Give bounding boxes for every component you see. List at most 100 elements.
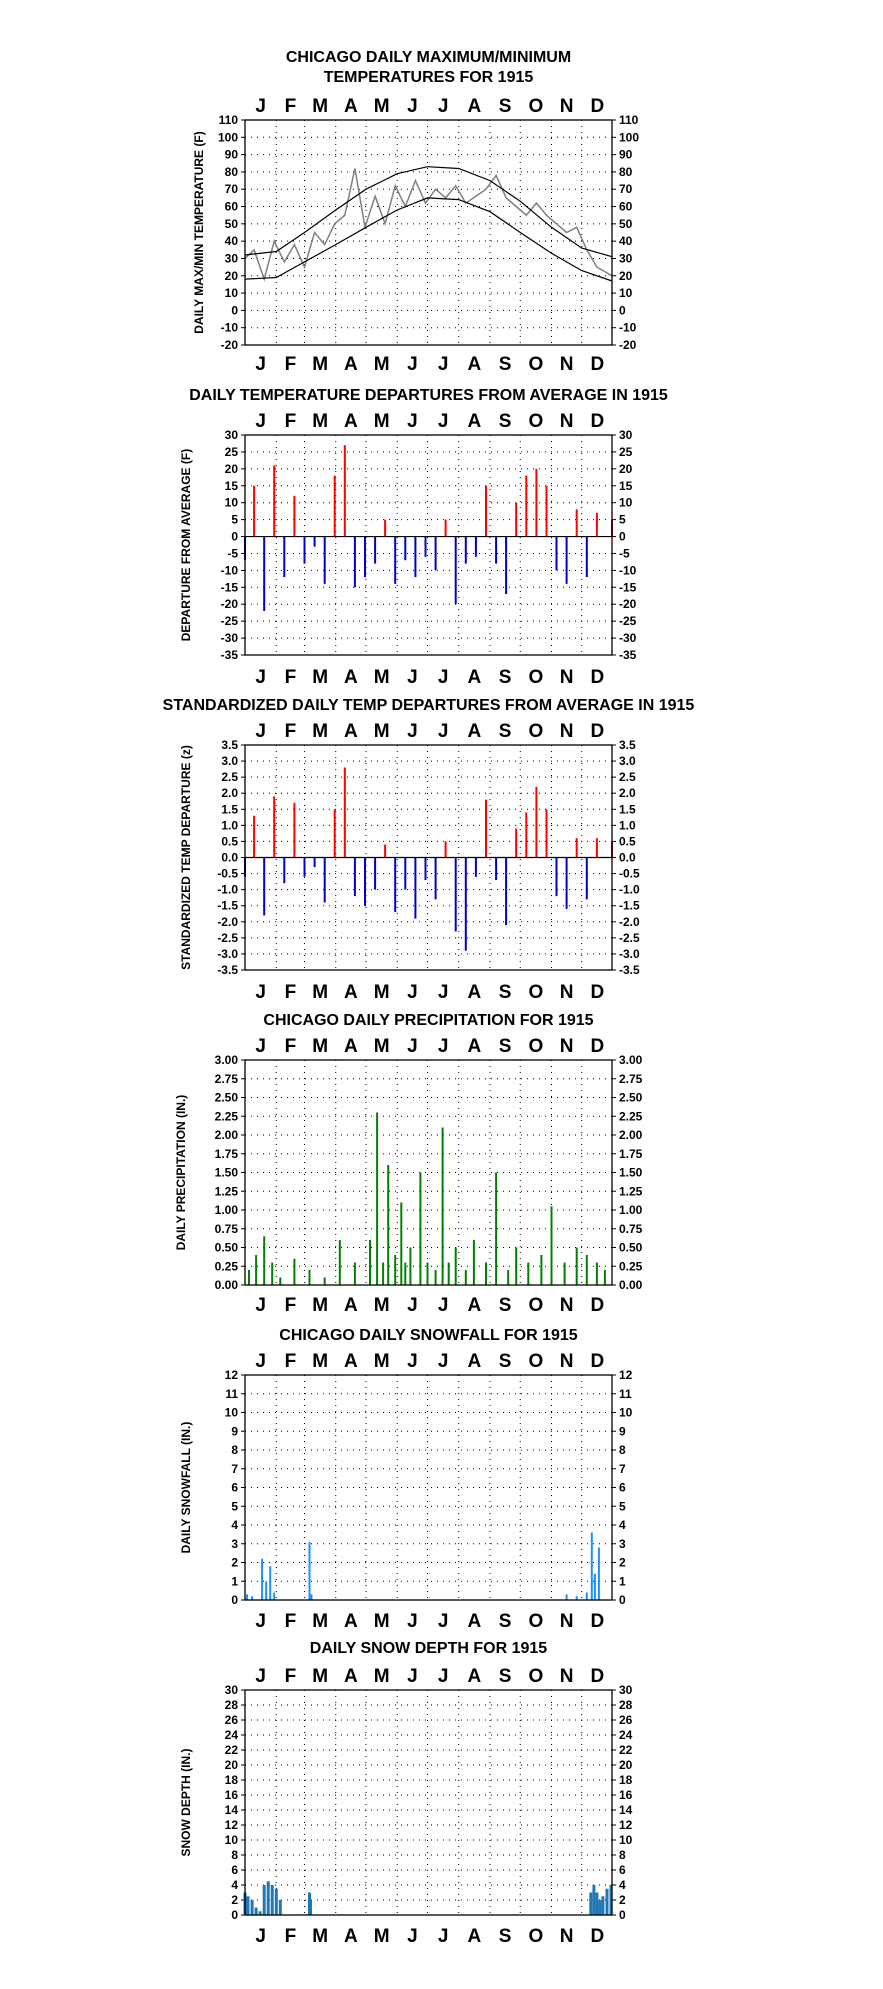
data-bar <box>555 857 558 897</box>
data-bar <box>550 1206 553 1286</box>
y-tick-label-right: 3.00 <box>619 1053 643 1067</box>
y-tick-label-right: 1.00 <box>619 1203 643 1217</box>
month-label-top: J <box>255 1351 266 1372</box>
month-label-bottom: M <box>312 1926 328 1947</box>
month-label-top: M <box>374 1666 390 1687</box>
month-label-top: M <box>374 1036 390 1057</box>
month-label-top: N <box>560 1036 574 1057</box>
y-tick-label-right: 20 <box>619 462 633 476</box>
y-axis-label: STANDARDIZED TEMP DEPARTURE (z) <box>179 745 193 970</box>
data-bar <box>597 1547 600 1600</box>
data-bar <box>404 536 407 561</box>
data-bar <box>400 1202 403 1285</box>
month-label-bottom: D <box>591 667 605 688</box>
month-label-top: N <box>560 1666 574 1687</box>
data-bar <box>595 1262 598 1285</box>
data-bar <box>263 857 266 916</box>
y-tick-label-right: -1.0 <box>619 883 640 897</box>
data-bar <box>424 857 427 880</box>
month-label-bottom: A <box>344 354 358 375</box>
month-label-top: F <box>285 96 297 117</box>
month-label-bottom: D <box>591 1611 605 1632</box>
y-tick-label-right: 2.50 <box>619 1091 643 1105</box>
data-bar <box>254 1907 258 1915</box>
data-bar <box>309 1900 312 1915</box>
y-tick-label-right: 2.25 <box>619 1109 643 1123</box>
data-bar <box>404 857 407 890</box>
data-bar <box>409 1247 412 1285</box>
y-tick-label-right: 20 <box>619 1758 633 1772</box>
y-tick-label-left: 0 <box>231 530 238 544</box>
month-label-top: J <box>438 411 449 432</box>
y-tick-label-left: 28 <box>225 1698 239 1712</box>
y-tick-label-left: -10 <box>221 563 239 577</box>
y-tick-label-left: 2 <box>231 1556 238 1570</box>
y-tick-label-left: 3.0 <box>221 754 238 768</box>
data-bar <box>464 857 467 951</box>
month-label-top: O <box>528 721 543 742</box>
y-tick-label-left: 70 <box>225 182 239 196</box>
y-tick-label-right: 1 <box>619 1574 626 1588</box>
month-label-top: D <box>591 1351 605 1372</box>
y-tick-label-right: -15 <box>619 580 637 594</box>
month-label-bottom: A <box>344 1611 358 1632</box>
y-tick-label-right: 1.5 <box>619 802 636 816</box>
month-label-bottom: J <box>438 667 449 688</box>
month-label-top: J <box>407 411 418 432</box>
month-label-top: O <box>528 1036 543 1057</box>
y-tick-label-left: 2.5 <box>221 770 238 784</box>
month-label-top: F <box>285 721 297 742</box>
month-label-bottom: J <box>438 354 449 375</box>
plot-frame <box>244 1374 613 1601</box>
month-label-bottom: J <box>255 667 266 688</box>
y-tick-label-left: -5 <box>227 546 238 560</box>
data-bar <box>593 1573 596 1601</box>
month-label-bottom: A <box>468 1926 482 1947</box>
y-tick-label-right: 3.0 <box>619 754 636 768</box>
y-tick-label-right: -10 <box>619 563 637 577</box>
month-label-bottom: F <box>285 667 297 688</box>
month-label-top: J <box>255 721 266 742</box>
y-tick-label-left: -25 <box>221 614 239 628</box>
month-label-top: J <box>438 1666 449 1687</box>
data-bar <box>251 1596 254 1601</box>
y-tick-label-right: 6 <box>619 1863 626 1877</box>
y-tick-label-left: -15 <box>221 580 239 594</box>
data-bar <box>495 536 498 564</box>
month-label-bottom: J <box>407 1611 418 1632</box>
month-label-top: S <box>499 96 512 117</box>
month-label-top: M <box>374 1351 390 1372</box>
y-tick-label-right: 1.0 <box>619 818 636 832</box>
month-label-top: J <box>255 96 266 117</box>
month-label-bottom: N <box>560 982 574 1003</box>
month-label-top: O <box>528 1666 543 1687</box>
y-tick-label-left: 20 <box>225 462 239 476</box>
month-label-bottom: M <box>374 1926 390 1947</box>
month-label-top: A <box>468 1351 482 1372</box>
month-label-top: J <box>407 96 418 117</box>
y-tick-label-right: -0.5 <box>619 867 640 881</box>
y-tick-label-right: 7 <box>619 1462 626 1476</box>
data-bar <box>595 512 598 537</box>
month-label-bottom: J <box>407 667 418 688</box>
month-label-top: M <box>374 721 390 742</box>
month-label-top: A <box>344 1666 358 1687</box>
month-label-bottom: F <box>285 1295 297 1316</box>
data-bar <box>414 536 417 578</box>
month-label-top: S <box>499 721 512 742</box>
y-tick-label-right: 2.0 <box>619 786 636 800</box>
data-bar <box>265 1581 268 1601</box>
month-label-bottom: M <box>312 1611 328 1632</box>
data-bar <box>369 1240 371 1285</box>
y-axis-label: DAILY PRECIPITATION (IN.) <box>174 1095 188 1251</box>
y-tick-label-right: 0 <box>619 530 626 544</box>
month-label-bottom: J <box>438 1295 449 1316</box>
month-label-bottom: N <box>560 667 574 688</box>
y-tick-label-left: 80 <box>225 165 239 179</box>
y-tick-label-left: 30 <box>225 251 239 265</box>
month-label-top: M <box>312 1351 328 1372</box>
data-bar <box>454 857 457 932</box>
month-label-top: J <box>438 96 449 117</box>
data-bar <box>601 1896 605 1916</box>
y-tick-label-left: 3.00 <box>215 1053 239 1067</box>
